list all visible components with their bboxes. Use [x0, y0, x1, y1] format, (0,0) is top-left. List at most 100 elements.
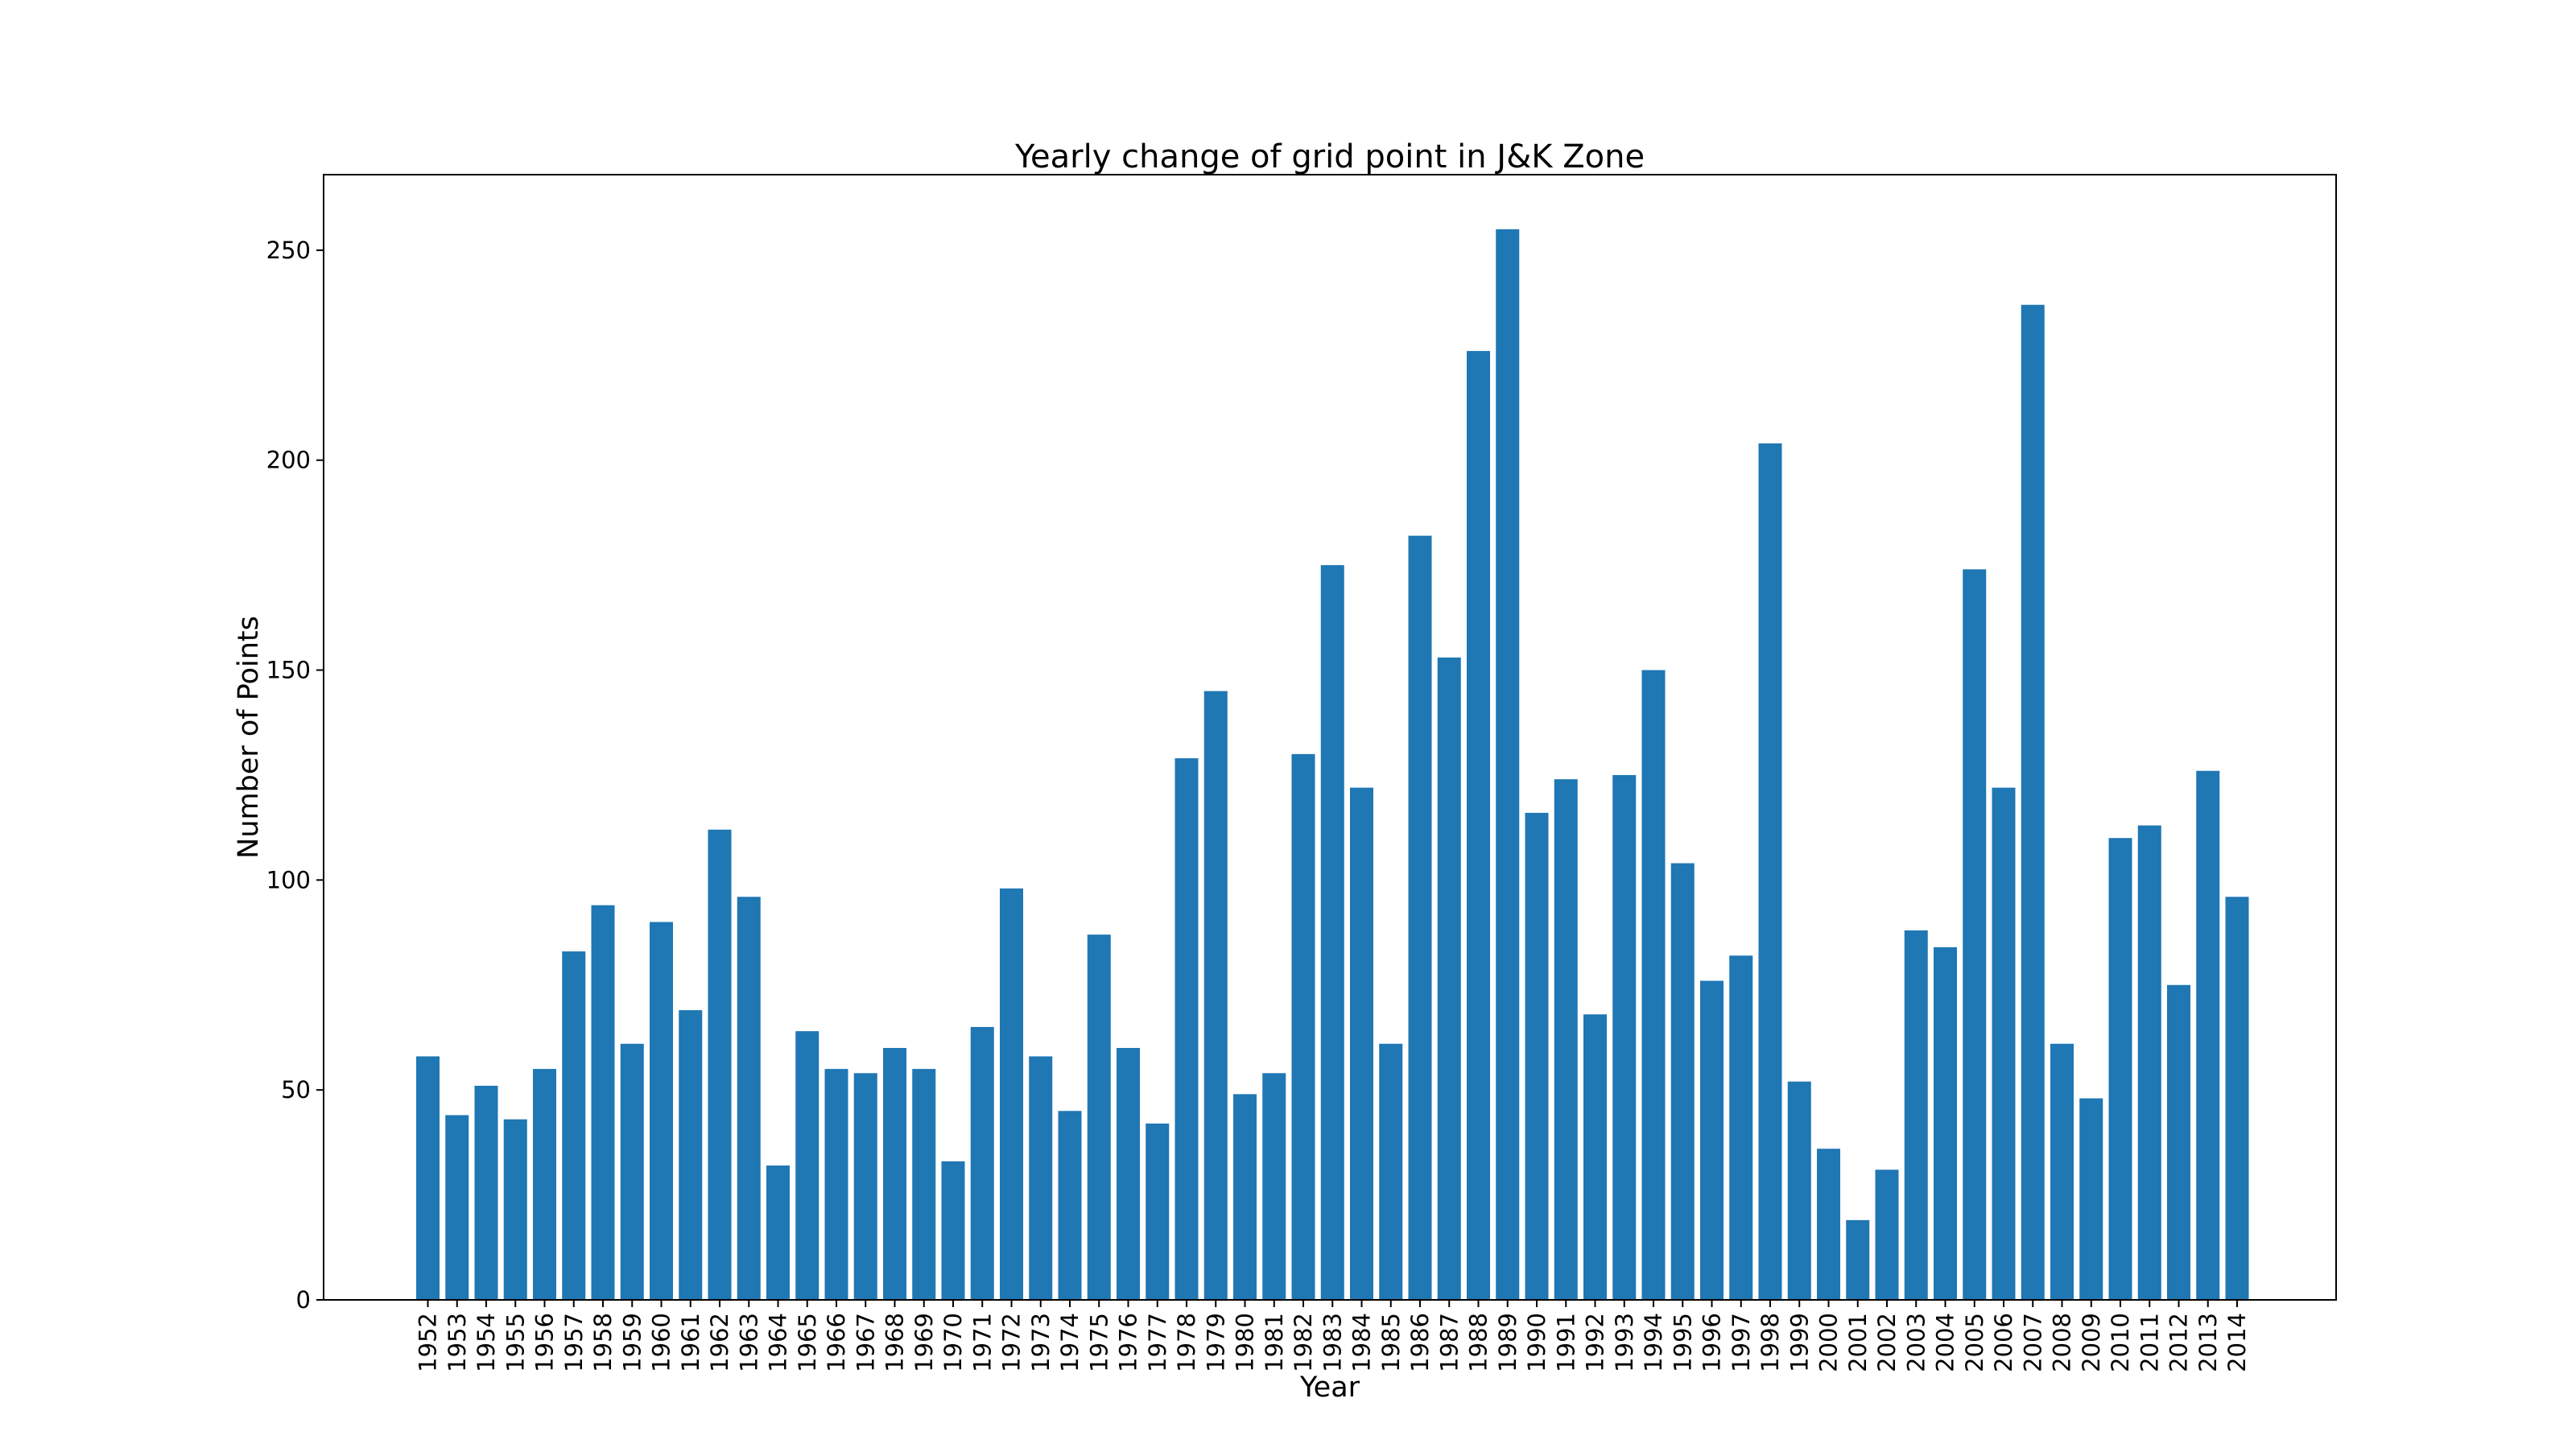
x-tick-label: 1955 [502, 1313, 529, 1372]
x-tick-label: 2000 [1815, 1313, 1843, 1372]
x-tick-label: 1972 [998, 1313, 1026, 1372]
bar-1959 [620, 1043, 644, 1300]
bar-1989 [1496, 229, 1520, 1300]
x-tick-label: 1984 [1348, 1313, 1376, 1372]
x-tick-label: 1980 [1232, 1313, 1259, 1372]
bar-1976 [1117, 1048, 1140, 1300]
x-tick-label: 1968 [881, 1313, 909, 1372]
bar-1974 [1058, 1111, 1082, 1300]
x-tick-label: 2005 [1961, 1313, 1988, 1372]
bar-2012 [2167, 984, 2190, 1300]
bar-1952 [416, 1056, 440, 1300]
x-tick-label: 1958 [589, 1313, 617, 1372]
y-axis-label: Number of Points [233, 616, 265, 859]
x-tick-label: 1990 [1523, 1313, 1550, 1372]
bar-1971 [970, 1026, 994, 1300]
x-tick-label: 2012 [2165, 1313, 2193, 1372]
x-tick-label: 1973 [1027, 1313, 1055, 1372]
bar-2006 [1992, 787, 2016, 1300]
bar-1956 [533, 1069, 556, 1300]
x-tick-label: 1962 [706, 1313, 733, 1372]
bar-1987 [1437, 657, 1461, 1300]
bar-1978 [1174, 758, 1199, 1300]
x-tick-label: 1991 [1552, 1313, 1579, 1372]
bar-1995 [1670, 863, 1695, 1300]
x-tick-label: 1985 [1377, 1313, 1405, 1372]
bar-1996 [1700, 980, 1724, 1300]
bar-1984 [1350, 787, 1373, 1300]
x-tick-label: 2003 [1902, 1313, 1930, 1372]
x-tick-label: 1961 [677, 1313, 704, 1372]
bar-1966 [824, 1069, 848, 1300]
bar-2005 [1963, 569, 1987, 1300]
bar-2002 [1875, 1169, 1899, 1300]
x-tick-label: 1959 [618, 1313, 646, 1372]
x-tick-label: 1975 [1085, 1313, 1113, 1372]
bar-1972 [1000, 888, 1023, 1300]
bar-2008 [2050, 1043, 2074, 1300]
bars-layer [416, 229, 2249, 1300]
x-tick-label: 1989 [1494, 1313, 1521, 1372]
bar-1958 [591, 905, 615, 1300]
bar-1962 [708, 829, 732, 1300]
bar-1998 [1758, 443, 1782, 1300]
x-tick-label: 2014 [2223, 1313, 2251, 1372]
bar-1973 [1029, 1056, 1053, 1300]
y-tick-label: 0 [296, 1286, 311, 1314]
bar-1979 [1203, 691, 1228, 1300]
bar-1997 [1729, 955, 1753, 1300]
bar-2000 [1817, 1149, 1840, 1300]
x-tick-label: 1981 [1261, 1313, 1288, 1372]
x-tick-label: 1988 [1465, 1313, 1492, 1372]
x-tick-label: 1963 [735, 1313, 762, 1372]
chart-title: Yearly change of grid point in J&K Zone [1014, 138, 1645, 175]
x-tick-label: 1979 [1202, 1313, 1229, 1372]
bar-1960 [650, 922, 673, 1300]
x-tick-label: 2006 [1990, 1313, 2017, 1372]
x-tick-label: 2013 [2194, 1313, 2222, 1372]
x-tick-label: 1986 [1406, 1313, 1434, 1372]
x-tick-label: 2008 [2049, 1313, 2076, 1372]
x-tick-label: 1974 [1056, 1313, 1084, 1372]
x-tick-label: 2010 [2107, 1313, 2134, 1372]
x-tick-label: 1983 [1319, 1313, 1346, 1372]
bar-1970 [941, 1161, 965, 1300]
x-tick-label: 1997 [1728, 1313, 1755, 1372]
x-tick-label: 1964 [765, 1313, 792, 1372]
x-tick-label: 1996 [1699, 1313, 1726, 1372]
bar-2004 [1934, 947, 1957, 1300]
y-tick-label: 200 [266, 447, 311, 474]
plot-frame [323, 174, 2337, 1301]
x-tick-label: 1994 [1640, 1313, 1667, 1372]
bar-1961 [679, 1010, 703, 1300]
bar-1955 [503, 1119, 527, 1300]
bar-1992 [1583, 1014, 1607, 1300]
bar-1964 [766, 1165, 790, 1300]
bar-1999 [1787, 1081, 1811, 1300]
x-axis-label: Year [1299, 1372, 1360, 1404]
bar-1975 [1087, 934, 1111, 1300]
bar-2013 [2196, 770, 2220, 1300]
bar-1968 [883, 1048, 906, 1300]
bar-1982 [1291, 753, 1315, 1300]
bar-1986 [1408, 535, 1432, 1300]
x-tick-label: 2009 [2078, 1313, 2105, 1372]
x-tick-label: 2002 [1873, 1313, 1901, 1372]
x-tick-label: 1971 [968, 1313, 996, 1372]
x-tick-label: 2001 [1844, 1313, 1872, 1372]
x-tick-label: 2007 [2019, 1313, 2046, 1372]
bar-1954 [474, 1085, 498, 1300]
bar-1990 [1525, 812, 1549, 1300]
x-tick-label: 1966 [823, 1313, 850, 1372]
bar-1981 [1262, 1073, 1286, 1300]
x-tick-label: 1957 [560, 1313, 588, 1372]
bar-2003 [1904, 930, 1928, 1300]
x-tick-label: 1970 [939, 1313, 967, 1372]
bar-2009 [2079, 1098, 2103, 1300]
bar-1985 [1379, 1043, 1403, 1300]
x-tick-label: 1954 [473, 1313, 500, 1372]
x-tick-label: 1978 [1173, 1313, 1200, 1372]
x-tick-label: 2011 [2136, 1313, 2163, 1372]
y-tick-label: 150 [266, 657, 311, 684]
